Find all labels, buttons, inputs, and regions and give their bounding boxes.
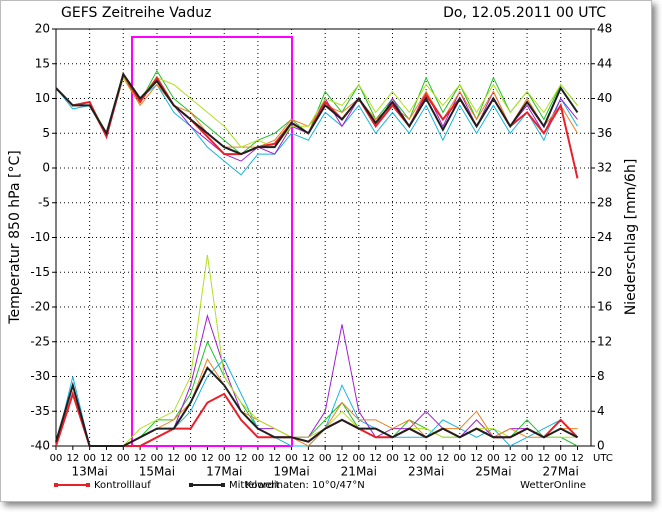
legend-label: Kontrolllauf <box>94 480 151 491</box>
y2-tick-label: 4 <box>597 404 605 418</box>
highlight-box <box>131 36 293 447</box>
x-tick-label: 12 <box>470 453 483 464</box>
x-tick-label: 12 <box>302 453 315 464</box>
legend-marker <box>221 483 225 487</box>
y2-tick-label: 0 <box>597 439 605 453</box>
x-tick-label: 12 <box>100 453 113 464</box>
y2-tick-label: 48 <box>597 22 612 36</box>
x-tick-label: 00 <box>218 453 231 464</box>
day-label: 17Mai <box>206 465 242 479</box>
x-tick-label: 00 <box>83 453 96 464</box>
y-tick-label: -5 <box>38 195 50 209</box>
x-tick-label: 12 <box>504 453 517 464</box>
x-tick-label: 12 <box>201 453 214 464</box>
chart: GEFS Zeitreihe Vaduz Do, 12.05.2011 00 U… <box>7 5 639 491</box>
x-tick-label: 00 <box>184 453 197 464</box>
legend-marker <box>86 483 90 487</box>
precipitation-line <box>55 366 578 447</box>
x-tick-label: 12 <box>571 453 584 464</box>
y2-tick-label: 36 <box>597 126 612 140</box>
x-tick-label: 00 <box>386 453 399 464</box>
x-tick-label: 00 <box>151 453 164 464</box>
x-tick-label: 12 <box>403 453 416 464</box>
y-tick-label: 15 <box>35 56 50 70</box>
y2-tick-label: 44 <box>597 56 612 70</box>
y2-tick-label: 24 <box>597 230 612 244</box>
member-precipitation-line <box>55 254 578 447</box>
x-tick-label: 00 <box>352 453 365 464</box>
day-label: 13Mai <box>71 465 107 479</box>
x-tick-label: 00 <box>50 453 63 464</box>
y-tick-label: -15 <box>30 265 50 279</box>
y-tick-label: -30 <box>30 369 50 383</box>
day-label: 25Mai <box>475 465 511 479</box>
day-label: 23Mai <box>408 465 444 479</box>
x-tick-label: 12 <box>538 453 551 464</box>
legend-marker <box>189 483 193 487</box>
y2-tick-label: 28 <box>597 195 612 209</box>
y-tick-label: -20 <box>30 300 50 314</box>
y-tick-label: 0 <box>42 161 50 175</box>
x-tick-label: 12 <box>369 453 382 464</box>
x-tick-label: 00 <box>420 453 433 464</box>
x-tick-label: 00 <box>117 453 130 464</box>
date: Do, 12.05.2011 00 UTC <box>443 5 606 21</box>
y-tick-label: 20 <box>35 22 50 36</box>
chart-title: GEFS Zeitreihe Vaduz <box>61 5 212 21</box>
legend-marker <box>54 483 58 487</box>
x-tick-label: 00 <box>285 453 298 464</box>
x-tick-label: 12 <box>66 453 79 464</box>
y-tick-label: -40 <box>30 439 50 453</box>
y-axis-label: Temperatur 850 hPa [°C] <box>7 150 23 324</box>
day-label: 21Mai <box>341 465 377 479</box>
y2-tick-label: 16 <box>597 300 612 314</box>
x-tick-label: 00 <box>252 453 265 464</box>
y2-tick-label: 12 <box>597 334 612 348</box>
time-zone: UTC <box>593 453 613 464</box>
temperature-line <box>55 71 579 156</box>
y-tick-label: -25 <box>30 334 50 348</box>
x-tick-label: 00 <box>487 453 500 464</box>
y2-tick-label: 20 <box>597 265 612 279</box>
x-tick-label: 12 <box>235 453 248 464</box>
y-tick-label: -35 <box>30 404 50 418</box>
day-label: 15Mai <box>139 465 175 479</box>
x-tick-label: 00 <box>319 453 332 464</box>
frame: GEFS Zeitreihe Vaduz Do, 12.05.2011 00 U… <box>0 0 652 502</box>
x-tick-label: 12 <box>134 453 147 464</box>
day-label: 27Mai <box>543 465 579 479</box>
y2-tick-label: 32 <box>597 161 612 175</box>
x-tick-label: 12 <box>336 453 349 464</box>
source: WetterOnline <box>520 480 586 491</box>
y-tick-label: 5 <box>42 126 50 140</box>
x-tick-label: 00 <box>521 453 534 464</box>
y-tick-label: -10 <box>30 230 50 244</box>
x-tick-label: 12 <box>167 453 180 464</box>
x-tick-label: 12 <box>437 453 450 464</box>
legend-label: Mittelwert <box>229 480 280 491</box>
x-tick-label: 00 <box>554 453 567 464</box>
y2-tick-label: 8 <box>597 369 605 383</box>
x-tick-label: 12 <box>268 453 281 464</box>
day-label: 19Mai <box>273 465 309 479</box>
coordinates: Koordinaten: 10°0/47°N <box>245 480 364 491</box>
y-tick-label: 10 <box>35 91 50 105</box>
y2-tick-label: 40 <box>597 91 612 105</box>
y2-axis-label: Niederschlag [mm/6h] <box>623 159 639 316</box>
x-tick-label: 00 <box>453 453 466 464</box>
